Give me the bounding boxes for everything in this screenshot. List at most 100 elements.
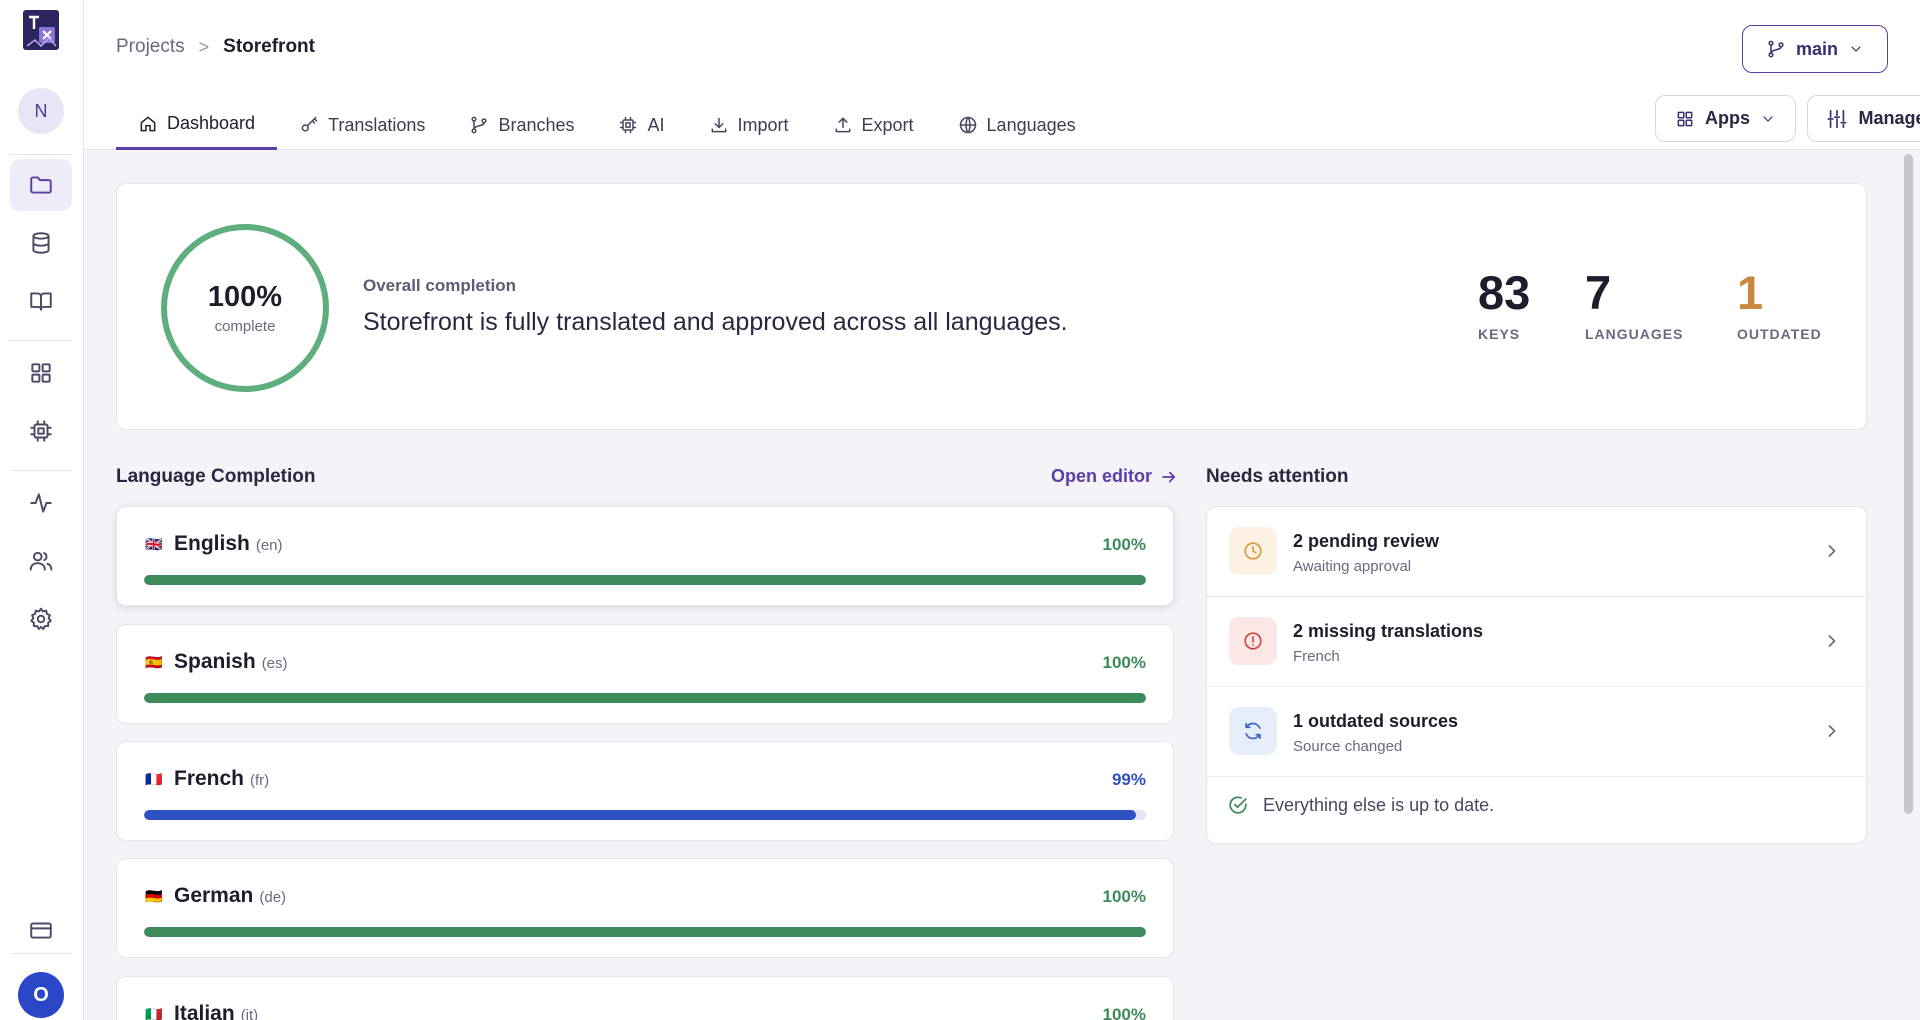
user-avatar[interactable]: N xyxy=(18,88,64,134)
stat-keys: 83 KEYS xyxy=(1478,269,1530,342)
chevron-right-icon xyxy=(1828,545,1836,557)
rail-item-apps[interactable] xyxy=(10,347,72,399)
rail-divider xyxy=(10,953,72,954)
completion-percent: 100% xyxy=(207,281,283,313)
language-card-spanish[interactable]: 🇪🇸 Spanish (es) 100% xyxy=(116,624,1174,724)
globe-icon xyxy=(959,116,976,134)
arrow-right-icon xyxy=(1162,471,1176,482)
rail-item-members[interactable] xyxy=(10,535,72,587)
attention-item-outdated-sources[interactable]: 1 outdated sources Source changed xyxy=(1207,687,1866,777)
key-icon xyxy=(301,116,318,132)
language-name: Spanish (es) xyxy=(174,650,288,674)
tab-import[interactable]: Import xyxy=(687,100,811,150)
tab-label: Translations xyxy=(328,114,426,135)
language-code: (it) xyxy=(240,1007,259,1020)
sliders-icon xyxy=(1827,109,1848,128)
tab-languages[interactable]: Languages xyxy=(936,100,1098,150)
folder-icon xyxy=(30,176,52,194)
rail-item-database[interactable] xyxy=(10,217,72,269)
language-name: Italian (it) xyxy=(174,1002,258,1020)
language-card-german[interactable]: 🇩🇪 German (de) 100% xyxy=(116,858,1174,958)
top-header: Projects > Storefront main Dashboard Tra… xyxy=(84,0,1920,150)
left-rail: N O xyxy=(0,0,84,1020)
attention-item-subtitle: French xyxy=(1293,648,1340,665)
grid-icon xyxy=(31,363,51,383)
language-percent: 100% xyxy=(1102,887,1146,906)
tab-translations[interactable]: Translations xyxy=(277,100,447,150)
breadcrumb-current: Storefront xyxy=(223,36,315,57)
needs-attention-card: 2 pending review Awaiting approval 2 mis… xyxy=(1206,506,1867,844)
tab-branches[interactable]: Branches xyxy=(447,100,596,150)
open-editor-link[interactable]: Open editor xyxy=(1051,466,1178,487)
language-name-text: German xyxy=(174,884,254,907)
apps-button[interactable]: Apps xyxy=(1655,95,1796,142)
progress-fill xyxy=(144,927,1146,937)
attention-footer-text: Everything else is up to date. xyxy=(1263,794,1495,815)
download-icon xyxy=(711,117,726,133)
progress-fill xyxy=(144,810,1136,820)
completion-summary-card: 100% complete Overall completion Storefr… xyxy=(116,183,1867,430)
stat-label: KEYS xyxy=(1478,326,1521,342)
tab-dashboard[interactable]: Dashboard xyxy=(116,100,278,150)
gear-icon xyxy=(30,607,52,630)
attention-item-subtitle: Awaiting approval xyxy=(1293,558,1412,575)
branch-selector-button[interactable]: main xyxy=(1742,25,1888,73)
stat-value: 7 xyxy=(1585,266,1612,319)
attention-item-pending-review[interactable]: 2 pending review Awaiting approval xyxy=(1207,507,1866,597)
tab-label: Languages xyxy=(986,114,1076,135)
language-code: (de) xyxy=(259,889,287,906)
stat-value: 83 xyxy=(1478,266,1531,319)
git-branch-icon xyxy=(471,116,488,134)
progress-fill xyxy=(144,575,1146,585)
clock-icon xyxy=(1229,527,1277,575)
flag-icon: 🇪🇸 xyxy=(145,654,163,670)
attention-footer: Everything else is up to date. xyxy=(1227,794,1494,816)
rail-item-settings[interactable] xyxy=(10,593,72,645)
needs-attention-title: Needs attention xyxy=(1206,466,1349,487)
scrollbar-thumb[interactable] xyxy=(1904,154,1913,814)
book-icon xyxy=(30,292,52,311)
tolgee-translate-logo-icon[interactable] xyxy=(23,10,59,50)
rail-item-ai[interactable] xyxy=(10,405,72,457)
project-tabs: Dashboard Translations Branches AI Impor… xyxy=(116,100,1098,150)
tab-label: AI xyxy=(647,114,665,135)
flag-icon: 🇬🇧 xyxy=(145,536,163,552)
chevron-down-icon xyxy=(1763,115,1773,122)
completion-ring xyxy=(161,224,329,392)
language-card-italian[interactable]: 🇮🇹 Italian (it) 100% xyxy=(116,976,1174,1020)
completion-label: complete xyxy=(214,318,276,335)
open-editor-label: Open editor xyxy=(1051,466,1153,486)
language-code: (en) xyxy=(255,537,283,554)
tab-export[interactable]: Export xyxy=(811,100,936,150)
rail-item-projects[interactable] xyxy=(10,159,72,211)
tab-label: Export xyxy=(861,114,914,135)
grid-icon xyxy=(1677,111,1693,126)
rail-divider xyxy=(10,340,72,341)
attention-item-title: 2 missing translations xyxy=(1293,621,1484,641)
language-name: French (fr) xyxy=(174,767,269,791)
language-card-english[interactable]: 🇬🇧 English (en) 100% xyxy=(116,506,1174,606)
alert-circle-icon xyxy=(1229,617,1277,665)
language-card-french[interactable]: 🇫🇷 French (fr) 99% xyxy=(116,741,1174,841)
home-icon xyxy=(140,116,156,131)
rail-divider xyxy=(10,154,72,155)
account-avatar[interactable]: O xyxy=(18,972,64,1018)
flag-icon: 🇫🇷 xyxy=(145,771,163,787)
rail-item-billing[interactable] xyxy=(10,904,72,956)
check-circle-icon xyxy=(1229,796,1247,814)
manage-button[interactable]: Manage xyxy=(1807,95,1920,142)
stat-languages: 7 LANGUAGES xyxy=(1585,269,1683,342)
breadcrumb-projects[interactable]: Projects xyxy=(116,36,185,57)
rail-item-activity[interactable] xyxy=(10,477,72,529)
chip-icon xyxy=(30,420,52,442)
attention-item-missing-translations[interactable]: 2 missing translations French xyxy=(1207,597,1866,687)
page-scrollbar[interactable] xyxy=(1900,152,1916,1020)
rail-item-docs[interactable] xyxy=(10,275,72,327)
rail-divider xyxy=(10,470,72,471)
language-percent: 100% xyxy=(1102,653,1146,672)
language-progress-bar xyxy=(144,693,1146,703)
language-percent: 99% xyxy=(1111,770,1146,789)
language-progress-bar xyxy=(144,927,1146,937)
stat-label: OUTDATED xyxy=(1737,326,1822,342)
tab-ai[interactable]: AI xyxy=(596,100,686,150)
